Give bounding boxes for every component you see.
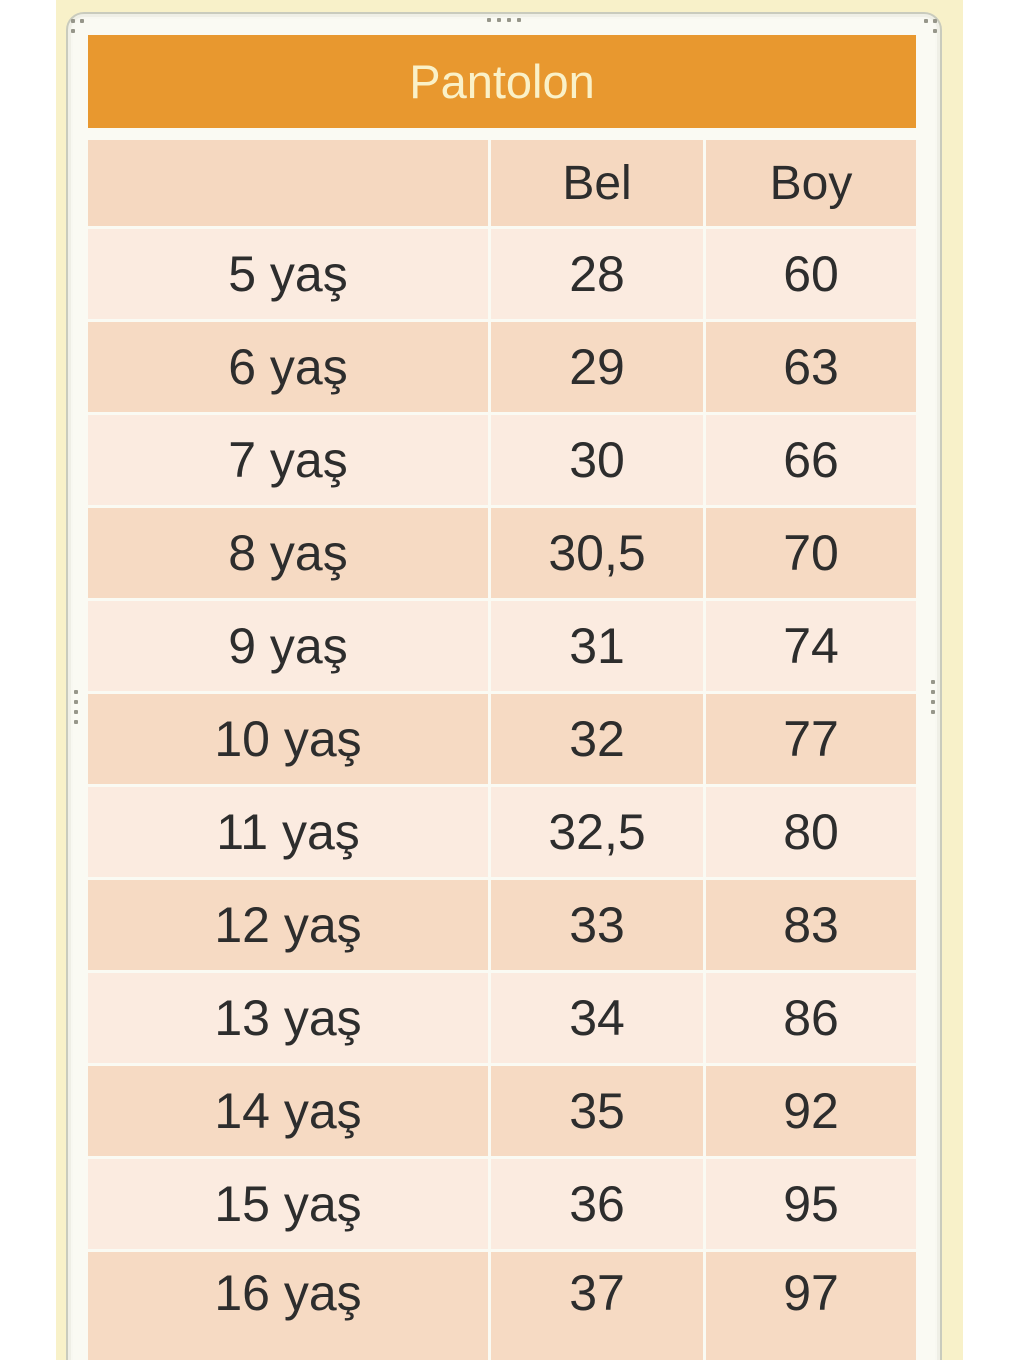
age-cell: 9 yaş [88,601,488,691]
handle-dot [507,18,511,22]
boy-cell: 97 [706,1252,916,1360]
handle-dot [931,710,935,714]
top-left-drag-handle[interactable] [71,17,93,37]
column-header-boy: Boy [706,140,916,226]
age-cell: 12 yaş [88,880,488,970]
table-header-row: Bel Boy [88,140,916,226]
handle-dot [517,18,521,22]
handle-dot [74,690,78,694]
table-row: 13 yaş 34 86 [88,973,916,1063]
table-row: 10 yaş 32 77 [88,694,916,784]
table-title-bar: Pantolon [88,35,916,128]
bel-cell: 37 [491,1252,703,1360]
left-drag-handle[interactable] [74,690,78,724]
table-row: 11 yaş 32,5 80 [88,787,916,877]
viewer-frame: Pantolon Bel Boy 5 yaş 28 60 6 yaş 29 63 [66,12,942,1360]
bel-cell: 31 [491,601,703,691]
boy-cell: 83 [706,880,916,970]
bel-cell: 32 [491,694,703,784]
table-row: 9 yaş 31 74 [88,601,916,691]
handle-dot [931,700,935,704]
boy-cell: 80 [706,787,916,877]
bel-cell: 33 [491,880,703,970]
handle-dot [74,700,78,704]
bel-cell: 28 [491,229,703,319]
age-cell: 6 yaş [88,322,488,412]
table-row: 16 yaş 37 97 [88,1252,916,1360]
handle-dot [497,18,501,22]
table-row: 8 yaş 30,5 70 [88,508,916,598]
boy-cell: 63 [706,322,916,412]
boy-cell: 74 [706,601,916,691]
table-title: Pantolon [409,55,595,108]
handle-dot [71,19,75,23]
handle-dot [487,18,491,22]
age-cell: 5 yaş [88,229,488,319]
table-row: 6 yaş 29 63 [88,322,916,412]
bel-cell: 32,5 [491,787,703,877]
boy-cell: 77 [706,694,916,784]
bel-cell: 36 [491,1159,703,1249]
right-drag-handle[interactable] [931,680,935,714]
table-row: 12 yaş 33 83 [88,880,916,970]
bel-cell: 29 [491,322,703,412]
age-cell: 10 yaş [88,694,488,784]
handle-dot [80,19,84,23]
age-cell: 13 yaş [88,973,488,1063]
top-right-drag-handle[interactable] [915,17,937,37]
table-row: 14 yaş 35 92 [88,1066,916,1156]
frame-content: Pantolon Bel Boy 5 yaş 28 60 6 yaş 29 63 [88,35,916,1360]
bel-cell: 34 [491,973,703,1063]
boy-cell: 86 [706,973,916,1063]
boy-cell: 95 [706,1159,916,1249]
boy-cell: 60 [706,229,916,319]
age-cell: 16 yaş [88,1252,488,1360]
handle-dot [71,29,75,33]
size-table: Pantolon Bel Boy 5 yaş 28 60 6 yaş 29 63 [88,35,916,1360]
boy-cell: 92 [706,1066,916,1156]
bel-cell: 30 [491,415,703,505]
table-row: 15 yaş 36 95 [88,1159,916,1249]
age-cell: 15 yaş [88,1159,488,1249]
age-cell: 7 yaş [88,415,488,505]
handle-dot [924,19,928,23]
age-cell: 11 yaş [88,787,488,877]
bel-cell: 30,5 [491,508,703,598]
age-cell: 14 yaş [88,1066,488,1156]
handle-dot [931,680,935,684]
boy-cell: 70 [706,508,916,598]
bel-cell: 35 [491,1066,703,1156]
handle-dot [933,19,937,23]
top-drag-handle[interactable] [487,18,521,22]
table-row: 7 yaş 30 66 [88,415,916,505]
handle-dot [74,710,78,714]
age-cell: 8 yaş [88,508,488,598]
boy-cell: 66 [706,415,916,505]
handle-dot [933,29,937,33]
handle-dot [931,690,935,694]
column-header-age [88,140,488,226]
column-header-bel: Bel [491,140,703,226]
handle-dot [74,720,78,724]
table-row: 5 yaş 28 60 [88,229,916,319]
